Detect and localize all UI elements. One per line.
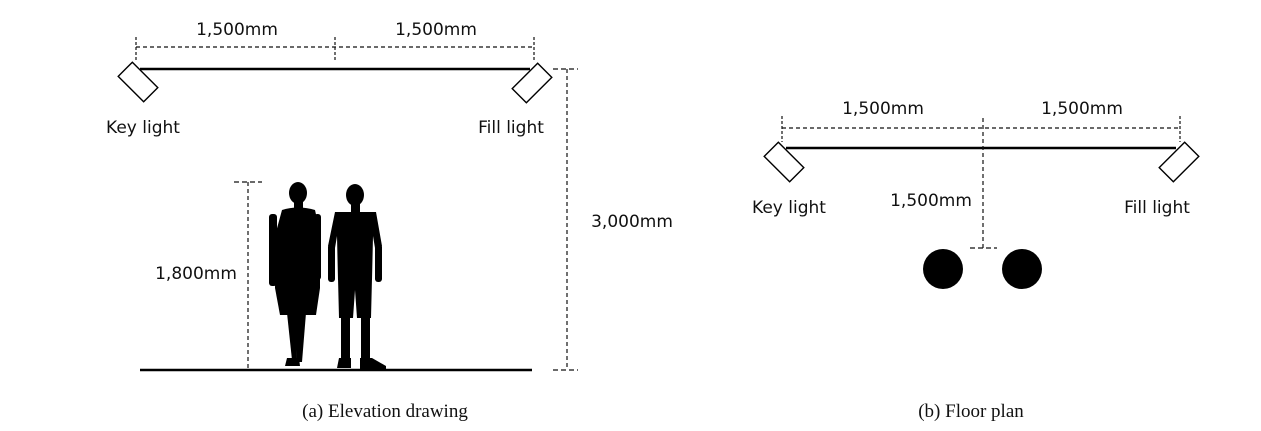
floor-dim-right-label: 1,500mm <box>1041 99 1123 119</box>
ceiling-height-dimension: 3,000mm <box>553 68 673 371</box>
floor-width-dimension: 1,500mm 1,500mm <box>781 99 1181 142</box>
elevation-caption: (a) Elevation drawing <box>302 401 468 422</box>
person-height-label: 1,800mm <box>155 264 237 284</box>
elevation-fill-light-label: Fill light <box>478 118 544 138</box>
elevation-dim-right-label: 1,500mm <box>395 20 477 40</box>
elevation-width-dimension: 1,500mm 1,500mm <box>135 20 535 60</box>
elevation-drawing: 1,500mm 1,500mm Key light Fill light 1,8… <box>106 20 673 422</box>
elevation-dim-left-label: 1,500mm <box>196 20 278 40</box>
subject-right-marker <box>1002 249 1042 289</box>
elevation-key-light-label: Key light <box>106 118 180 138</box>
person-silhouette-coat-icon <box>269 182 321 366</box>
elevation-key-light-icon <box>117 61 159 103</box>
floor-dim-left-label: 1,500mm <box>842 99 924 119</box>
floor-fill-light-label: Fill light <box>1124 198 1190 218</box>
ceiling-height-label: 3,000mm <box>591 212 673 232</box>
elevation-fill-light-icon <box>511 62 553 104</box>
floor-distance-dimension: 1,500mm <box>890 118 997 249</box>
floor-plan: 1,500mm 1,500mm Key light Fill light 1,5… <box>752 99 1200 422</box>
floor-key-light-icon <box>763 141 805 183</box>
floor-key-light-label: Key light <box>752 198 826 218</box>
floor-distance-label: 1,500mm <box>890 191 972 211</box>
person-silhouette-tshirt-icon <box>328 184 386 369</box>
floor-fill-light-icon <box>1158 141 1200 183</box>
floor-plan-caption: (b) Floor plan <box>918 401 1024 422</box>
subject-left-marker <box>923 249 963 289</box>
person-height-dimension: 1,800mm <box>155 181 262 370</box>
